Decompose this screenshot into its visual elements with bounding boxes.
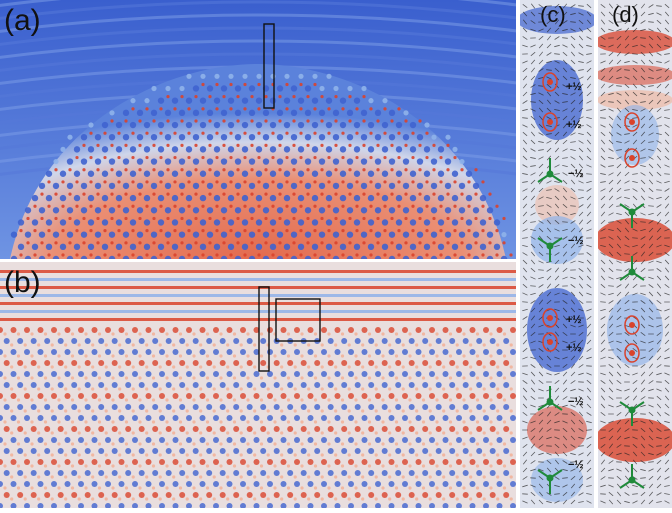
panel-a-image bbox=[0, 0, 540, 262]
panel-label-c: (c) bbox=[540, 4, 566, 26]
panel-c-image bbox=[517, 0, 597, 508]
panel-divider-vertical-1 bbox=[516, 0, 520, 508]
defect-label-2: +½ bbox=[566, 119, 582, 131]
defect-label-5: +½ bbox=[566, 314, 582, 326]
panel-divider-horizontal bbox=[0, 259, 516, 262]
panel-label-b: (b) bbox=[4, 268, 41, 298]
panel-b-image bbox=[0, 262, 540, 508]
defect-label-3: −½ bbox=[568, 168, 584, 180]
panel-label-a: (a) bbox=[4, 6, 41, 36]
defect-label-1: +½ bbox=[566, 81, 582, 93]
panel-divider-vertical-2 bbox=[594, 0, 598, 508]
panel-label-d: (d) bbox=[612, 4, 639, 26]
defect-label-8: −½ bbox=[568, 459, 584, 471]
defect-label-4: −½ bbox=[568, 235, 584, 247]
panel-d-image bbox=[595, 0, 672, 508]
defect-label-6: +½ bbox=[566, 342, 582, 354]
defect-label-7: −½ bbox=[568, 396, 584, 408]
